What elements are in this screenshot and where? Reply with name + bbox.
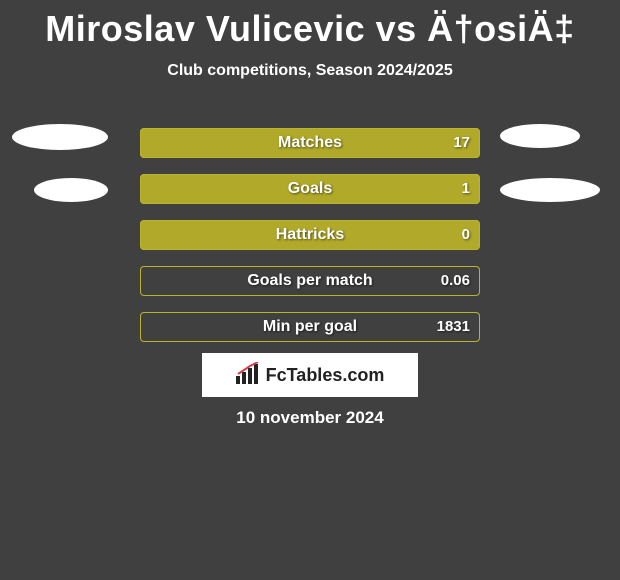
stat-row-hattricks: Hattricks 0 <box>0 220 620 266</box>
player-marker-ellipse <box>34 178 108 202</box>
bar-track <box>140 174 480 204</box>
stat-row-goals-per-match: Goals per match 0.06 <box>0 266 620 312</box>
page-subtitle: Club competitions, Season 2024/2025 <box>0 62 620 80</box>
bar-track <box>140 128 480 158</box>
chart-icon <box>236 362 262 389</box>
page-title: Miroslav Vulicevic vs Ä†osiÄ‡ <box>0 0 620 50</box>
snapshot-date: 10 november 2024 <box>0 408 620 428</box>
logo-text: FcTables.com <box>266 365 385 386</box>
player-marker-ellipse <box>500 124 580 148</box>
player-marker-ellipse <box>12 124 108 150</box>
bar-track <box>140 266 480 296</box>
stat-row-min-per-goal: Min per goal 1831 <box>0 312 620 358</box>
bar-track <box>140 220 480 250</box>
comparison-chart: Matches 17 Goals 1 Hattricks 0 Goals per… <box>0 128 620 358</box>
player-marker-ellipse <box>500 178 600 202</box>
fctables-logo: FcTables.com <box>202 353 418 397</box>
bar-track <box>140 312 480 342</box>
